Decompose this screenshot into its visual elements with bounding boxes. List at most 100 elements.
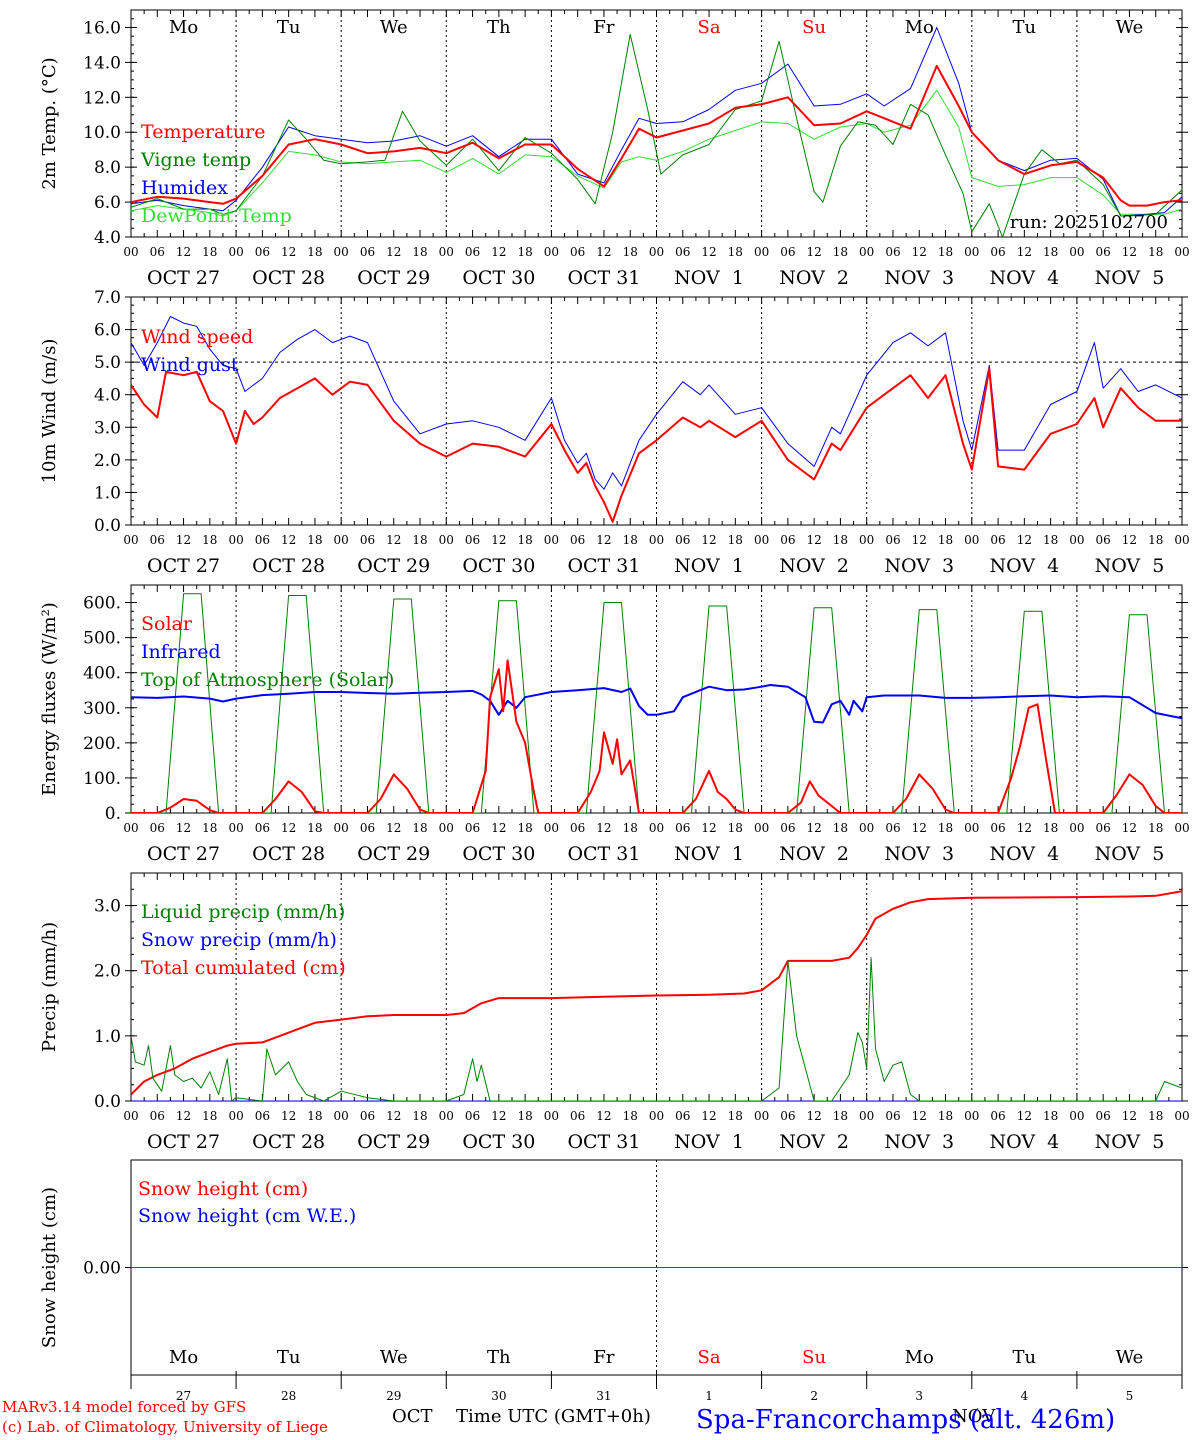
hour-tick-label: 12: [281, 821, 296, 835]
y-tick-label: 10.0: [83, 123, 121, 143]
hour-tick-label: 06: [1096, 821, 1111, 835]
date-label: OCT 28: [252, 843, 325, 865]
hour-tick-label: 00: [334, 821, 349, 835]
hour-tick-label: 12: [176, 1109, 191, 1123]
hour-tick-label: 00: [544, 1109, 559, 1123]
date-label: NOV 3: [884, 555, 954, 577]
y-axis-label: Precip (mm/h): [39, 922, 60, 1052]
legend-entry: Snow height (cm): [138, 1178, 308, 1200]
day-number-label: 28: [281, 1389, 296, 1403]
series-line-total-cumulated-cm-: [131, 890, 1182, 1096]
hour-tick-label: 12: [386, 1109, 401, 1123]
hour-tick-label: 12: [596, 245, 611, 259]
hour-tick-label: 18: [1043, 245, 1058, 259]
month-right-label: NOV: [952, 1406, 996, 1427]
hour-tick-label: 18: [938, 821, 953, 835]
date-label: NOV 2: [779, 843, 849, 865]
day-name-label: Mo: [905, 1347, 934, 1368]
hour-tick-label: 12: [176, 245, 191, 259]
hour-tick-label: 12: [807, 245, 822, 259]
series-line-humidex: [131, 27, 1182, 217]
hour-tick-label: 00: [334, 245, 349, 259]
day-name-label: We: [380, 17, 408, 38]
hour-tick-label: 06: [885, 245, 900, 259]
hour-tick-label: 18: [517, 821, 532, 835]
hour-tick-label: 00: [859, 245, 874, 259]
date-label: NOV 1: [674, 1131, 744, 1153]
date-label: NOV 1: [674, 267, 744, 289]
hour-tick-label: 18: [517, 1109, 532, 1123]
hour-tick-label: 00: [649, 533, 664, 547]
series-line-top-of-atmosphere-solar-: [131, 593, 1182, 813]
hour-tick-label: 18: [833, 1109, 848, 1123]
hour-tick-label: 06: [990, 245, 1005, 259]
day-number-label: 2: [810, 1389, 818, 1403]
hour-tick-label: 00: [649, 1109, 664, 1123]
hour-tick-label: 00: [123, 821, 138, 835]
date-label: NOV 1: [674, 843, 744, 865]
hour-tick-label: 12: [386, 821, 401, 835]
date-label: NOV 4: [989, 267, 1059, 289]
hour-tick-label: 00: [544, 533, 559, 547]
hour-tick-label: 18: [1148, 245, 1163, 259]
hour-tick-label: 12: [1017, 245, 1032, 259]
panel-snow: 0.00 Snow height (cm) Snow height (cm) Snow…: [39, 1159, 1188, 1403]
hour-tick-label: 00: [1069, 821, 1084, 835]
hour-tick-label: 12: [281, 533, 296, 547]
hour-tick-label: 12: [491, 821, 506, 835]
hour-tick-label: 18: [1043, 533, 1058, 547]
hour-tick-label: 18: [307, 533, 322, 547]
hour-tick-label: 18: [728, 821, 743, 835]
date-label: OCT 29: [357, 843, 430, 865]
date-label: OCT 31: [567, 267, 640, 289]
y-tick-label: 2.0: [94, 962, 121, 982]
hour-tick-label: 00: [544, 821, 559, 835]
hour-tick-label: 00: [228, 821, 243, 835]
y-axis-label: Energy fluxes (W/m²): [39, 602, 60, 796]
hour-tick-label: 06: [255, 821, 270, 835]
date-label: NOV 5: [1095, 555, 1165, 577]
hour-tick-label: 06: [570, 533, 585, 547]
y-tick-label: 5.0: [94, 353, 121, 373]
hour-tick-label: 00: [123, 533, 138, 547]
date-label: NOV 5: [1095, 267, 1165, 289]
hour-tick-label: 12: [912, 1109, 927, 1123]
y-tick-label: 16.0: [83, 18, 121, 38]
hour-tick-label: 12: [176, 821, 191, 835]
hour-tick-label: 06: [465, 1109, 480, 1123]
hour-tick-label: 12: [912, 245, 927, 259]
hour-tick-label: 00: [544, 245, 559, 259]
hour-tick-label: 00: [754, 245, 769, 259]
date-label: NOV 4: [989, 1131, 1059, 1153]
hour-tick-label: 18: [202, 821, 217, 835]
hour-tick-label: 18: [307, 245, 322, 259]
hour-tick-label: 00: [1174, 245, 1189, 259]
hour-tick-label: 00: [859, 533, 874, 547]
date-label: NOV 3: [884, 267, 954, 289]
legend-entry: Temperature: [141, 121, 265, 143]
y-axis-label: 10m Wind (m/s): [39, 339, 60, 484]
y-tick-label: 500.: [83, 629, 121, 649]
hour-tick-label: 06: [570, 245, 585, 259]
hour-tick-label: 12: [807, 1109, 822, 1123]
hour-tick-label: 12: [596, 1109, 611, 1123]
hour-tick-label: 18: [623, 533, 638, 547]
day-number-label: 27: [176, 1389, 191, 1403]
hour-tick-label: 00: [228, 1109, 243, 1123]
hour-tick-label: 12: [1017, 821, 1032, 835]
hour-tick-label: 00: [1174, 821, 1189, 835]
hour-tick-label: 12: [386, 533, 401, 547]
hour-tick-label: 18: [833, 245, 848, 259]
hour-tick-label: 00: [964, 245, 979, 259]
series-line-infrared: [131, 684, 1182, 724]
y-tick-label: 600.: [83, 594, 121, 614]
hour-tick-label: 06: [1096, 245, 1111, 259]
y-tick-label: 0.0: [94, 516, 121, 536]
time-axis-label: Time UTC (GMT+0h): [456, 1406, 651, 1427]
hour-tick-label: 06: [780, 1109, 795, 1123]
hour-tick-label: 06: [150, 1109, 165, 1123]
date-label: OCT 29: [357, 267, 430, 289]
hour-tick-label: 12: [386, 245, 401, 259]
hour-tick-label: 12: [701, 821, 716, 835]
panel-temperature: 4.0 6.0 8.0 10.0 12.0 14.0 16.0 2m Temp. (°C) Te…: [39, 9, 1190, 289]
